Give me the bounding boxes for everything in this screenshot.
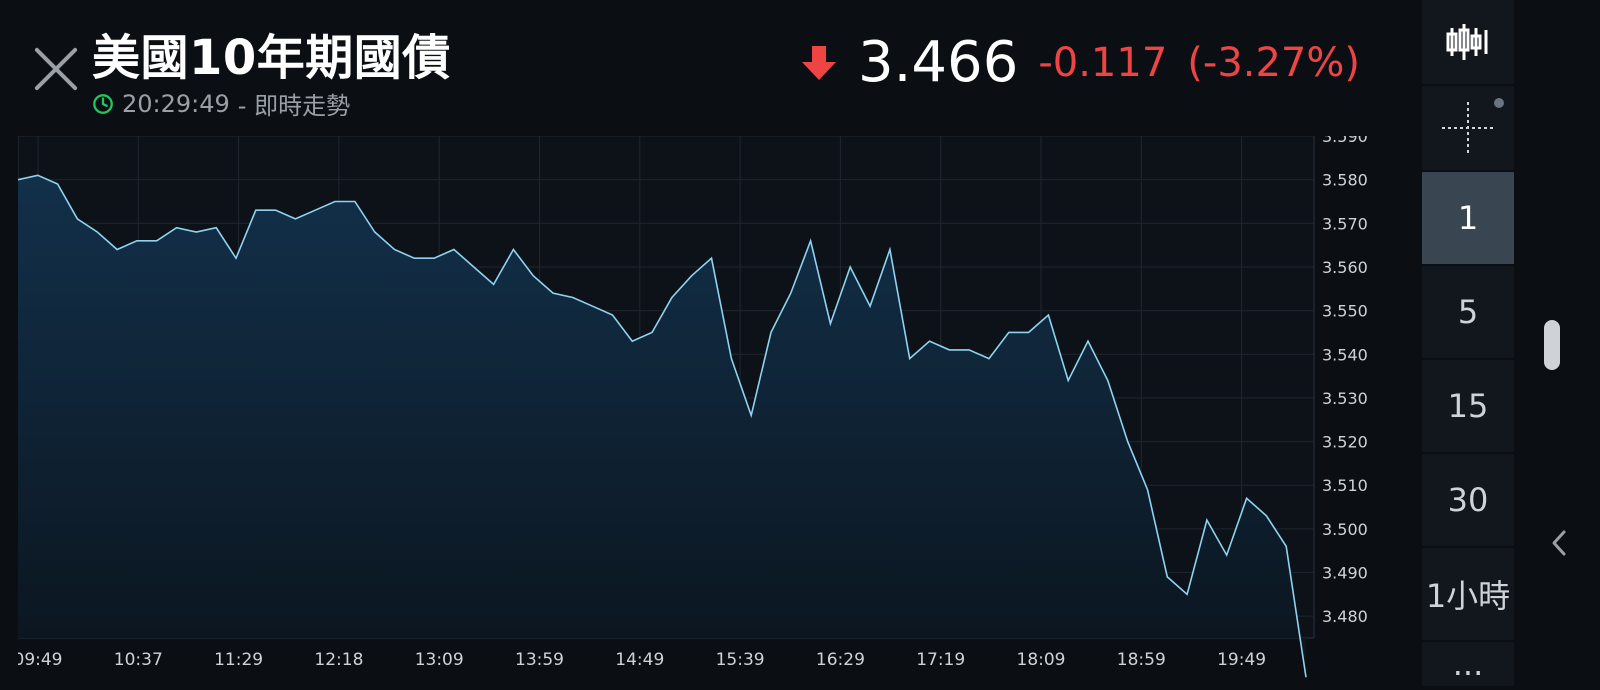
price-change: -0.117 — [1038, 40, 1167, 86]
interval-label: 1 — [1458, 199, 1478, 237]
interval-1-button[interactable]: 1 — [1422, 172, 1514, 266]
y-tick-label: 3.510 — [1322, 476, 1368, 495]
candlestick-toggle-button[interactable] — [1422, 0, 1514, 86]
scrollbar-thumb[interactable] — [1544, 320, 1560, 370]
right-rail — [1514, 0, 1600, 686]
chevron-left-icon[interactable] — [1544, 528, 1574, 558]
x-tick-label: 16:29 — [816, 650, 865, 670]
x-tick-label: 13:09 — [415, 650, 464, 670]
candlestick-icon — [1446, 22, 1490, 62]
interval-more-button[interactable]: ... — [1422, 642, 1514, 688]
close-button[interactable] — [30, 44, 80, 94]
indicator-dot — [1494, 98, 1504, 108]
header: 美國10年期國債 20:29:49 - 即時走勢 3.466 -0.117 (-… — [0, 0, 1420, 136]
y-tick-label: 3.500 — [1322, 520, 1368, 539]
interval-label: 15 — [1448, 387, 1489, 425]
interval-label: ... — [1453, 645, 1484, 683]
interval-label: 5 — [1458, 293, 1478, 331]
y-tick-label: 3.540 — [1322, 345, 1368, 364]
interval-1h-button[interactable]: 1小時 — [1422, 548, 1514, 642]
y-tick-label: 3.570 — [1322, 214, 1368, 233]
x-tick-label: 13:59 — [515, 650, 564, 670]
y-tick-label: 3.590 — [1322, 136, 1368, 146]
status-line: 20:29:49 - 即時走勢 — [92, 86, 350, 121]
x-tick-label: 17:19 — [916, 650, 965, 670]
interval-30-button[interactable]: 30 — [1422, 454, 1514, 548]
y-tick-label: 3.580 — [1322, 171, 1368, 190]
clock-icon — [92, 93, 114, 115]
chart-svg[interactable]: 3.590 3.580 3.570 3.560 3.550 3.540 3.530 3.520… — [18, 136, 1394, 686]
interval-15-button[interactable]: 15 — [1422, 360, 1514, 454]
x-tick-label: 19:49 — [1217, 650, 1266, 670]
interval-label: 1小時 — [1426, 571, 1510, 617]
x-tick-label: 09:49 — [18, 650, 63, 670]
quote: 3.466 -0.117 (-3.27%) — [800, 30, 1360, 95]
arrow-down-icon — [800, 44, 838, 82]
y-tick-label: 3.520 — [1322, 433, 1368, 452]
y-tick-label: 3.490 — [1322, 564, 1368, 583]
interval-label: 30 — [1448, 481, 1489, 519]
y-tick-label: 3.550 — [1322, 302, 1368, 321]
x-tick-label: 18:59 — [1117, 650, 1166, 670]
last-price: 3.466 — [858, 30, 1018, 95]
y-tick-label: 3.530 — [1322, 389, 1368, 408]
x-tick-label: 15:39 — [716, 650, 765, 670]
x-tick-label: 11:29 — [214, 650, 263, 670]
interval-5-button[interactable]: 5 — [1422, 266, 1514, 360]
y-tick-label: 3.480 — [1322, 607, 1368, 626]
x-tick-label: 10:37 — [114, 650, 163, 670]
sidebar: 1 5 15 30 1小時 ... — [1422, 0, 1514, 686]
price-chart[interactable]: 3.590 3.580 3.570 3.560 3.550 3.540 3.530 3.520… — [18, 136, 1394, 686]
x-tick-label: 18:09 — [1017, 650, 1066, 670]
crosshair-button[interactable] — [1422, 86, 1514, 172]
timestamp: 20:29:49 — [122, 90, 230, 118]
price-change-percent: (-3.27%) — [1187, 40, 1360, 86]
x-tick-label: 14:49 — [615, 650, 664, 670]
mode-label: - 即時走勢 — [238, 86, 350, 121]
x-tick-label: 12:18 — [314, 650, 363, 670]
crosshair-icon — [1442, 102, 1494, 154]
page-title: 美國10年期國債 — [92, 18, 451, 88]
y-tick-label: 3.560 — [1322, 258, 1368, 277]
